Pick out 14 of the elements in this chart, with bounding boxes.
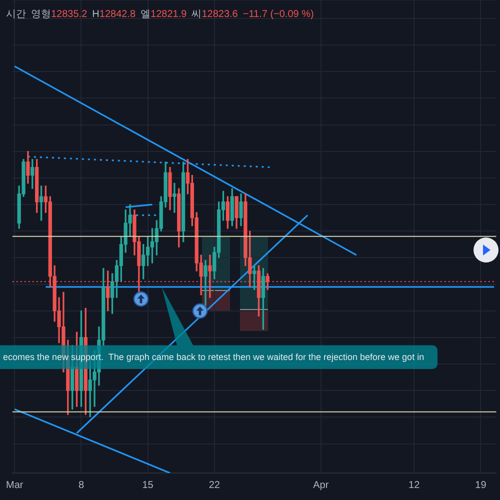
text: 엘12821.9 — [140, 9, 187, 20]
text: 영형12835.2 — [31, 9, 88, 20]
text: 씨12823.6 — [192, 9, 238, 20]
x-tick-label: 22 — [208, 480, 220, 491]
x-tick-label: 8 — [78, 480, 84, 491]
annotation: ecomes the new support. The graph came back to retest then we waited for the rejection before we got in — [3, 350, 424, 364]
x-tick-label: Apr — [313, 480, 330, 491]
x-tick-label: Mar — [6, 480, 24, 491]
x-tick-label: 12 — [408, 480, 420, 491]
chart-title: 시간 — [6, 9, 26, 21]
x-tick-label: 15 — [142, 480, 154, 491]
text: H12842.8 — [92, 9, 136, 20]
x-tick-label: 19 — [475, 480, 487, 491]
text: −11.7 (−0.09 %) — [242, 9, 314, 20]
